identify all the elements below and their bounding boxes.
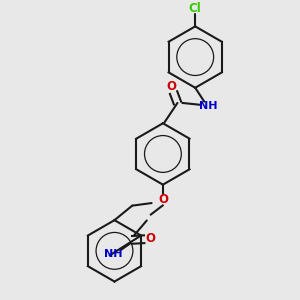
Text: O: O (145, 232, 155, 245)
Text: O: O (158, 193, 168, 206)
Text: NH: NH (103, 249, 122, 259)
Text: O: O (166, 80, 176, 93)
Text: NH: NH (199, 100, 218, 110)
Text: Cl: Cl (189, 2, 202, 15)
